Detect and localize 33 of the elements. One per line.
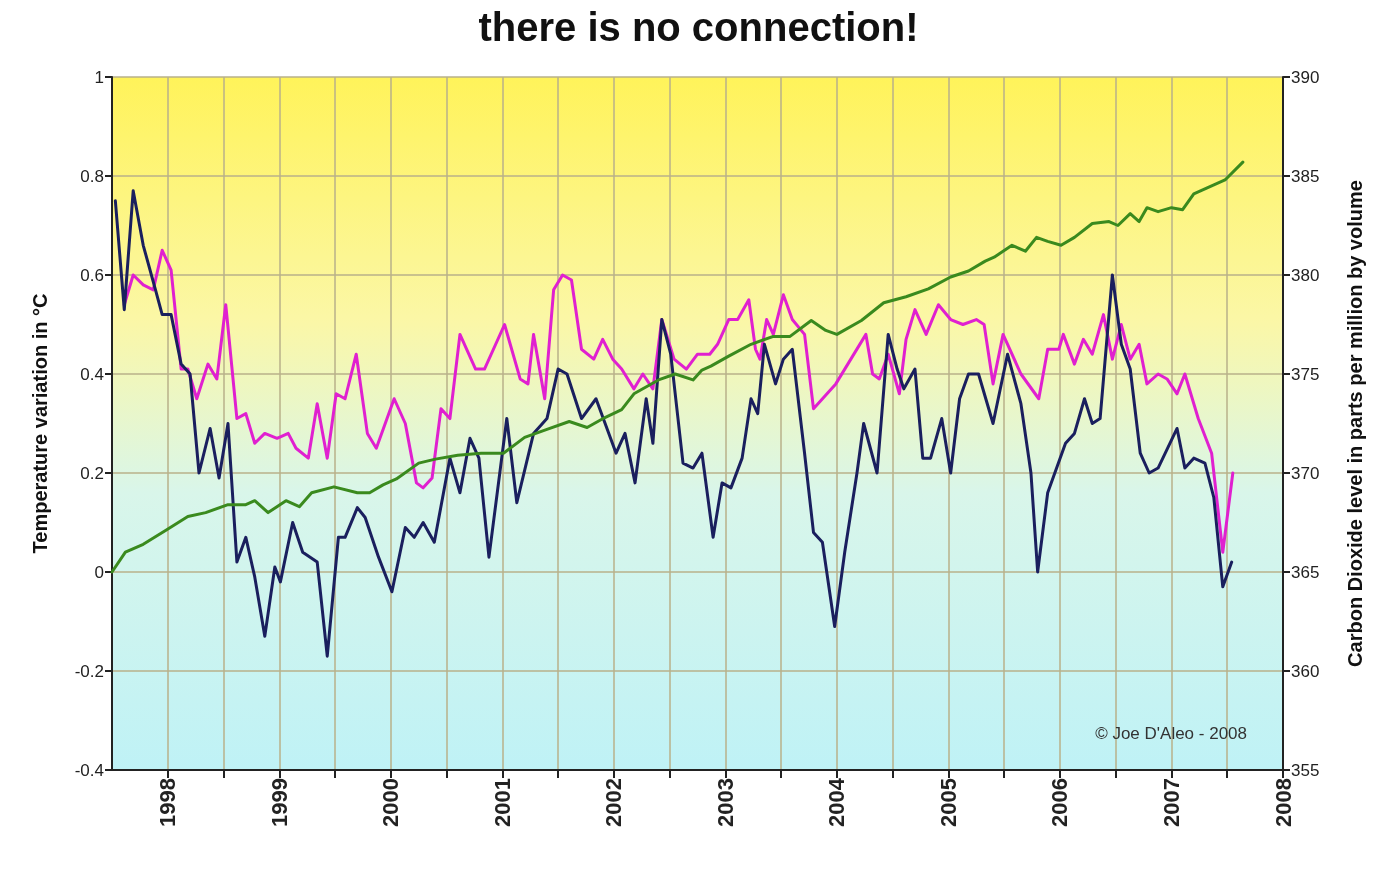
x-tick-label: 2002 [601,778,627,827]
line-series [113,189,1234,658]
y-tick-label: -0.4 [74,760,104,780]
y2-tick-label: 375 [1291,364,1320,384]
y2-tick-label: 385 [1291,166,1320,186]
x-tick-label: 2003 [712,778,738,827]
y2-tick-label: 360 [1291,661,1320,681]
x-tick-label: 1998 [155,778,181,827]
y2-tick-label: 370 [1291,463,1320,483]
y-tick-label: 0.2 [80,463,104,483]
x-tick-label: 2000 [378,778,404,827]
y-axis-title: Temperature variation in °C [29,293,51,554]
x-tick-label: 2007 [1158,778,1184,827]
annotation: © Joe D'Aleo - 2008 [1095,724,1247,743]
x-tick-label: 2001 [489,778,515,827]
y2-tick-label: 380 [1291,265,1320,285]
y-tick-label: 1 [94,67,104,87]
y-tick-label: 0.4 [80,364,104,384]
line-series [110,160,1245,574]
y2-tick-label: 365 [1291,562,1320,582]
y2-tick-label: 355 [1291,760,1320,780]
x-tick-label: 2006 [1047,778,1073,827]
y-tick-label: 0.6 [80,265,104,285]
chart-title: there is no connection! [478,5,919,49]
x-tick-label: 2005 [935,778,961,827]
x-tick-label: 1999 [266,778,292,827]
x-tick-label: 2008 [1270,778,1296,827]
y-tick-label: 0 [94,562,104,582]
y-tick-label: -0.2 [74,661,104,681]
y2-axis-title: Carbon Dioxide level in parts per million by volume [1344,180,1366,667]
x-tick-label: 2004 [824,777,850,827]
y2-tick-label: 390 [1291,67,1320,87]
y-tick-label: 0.8 [80,166,104,186]
